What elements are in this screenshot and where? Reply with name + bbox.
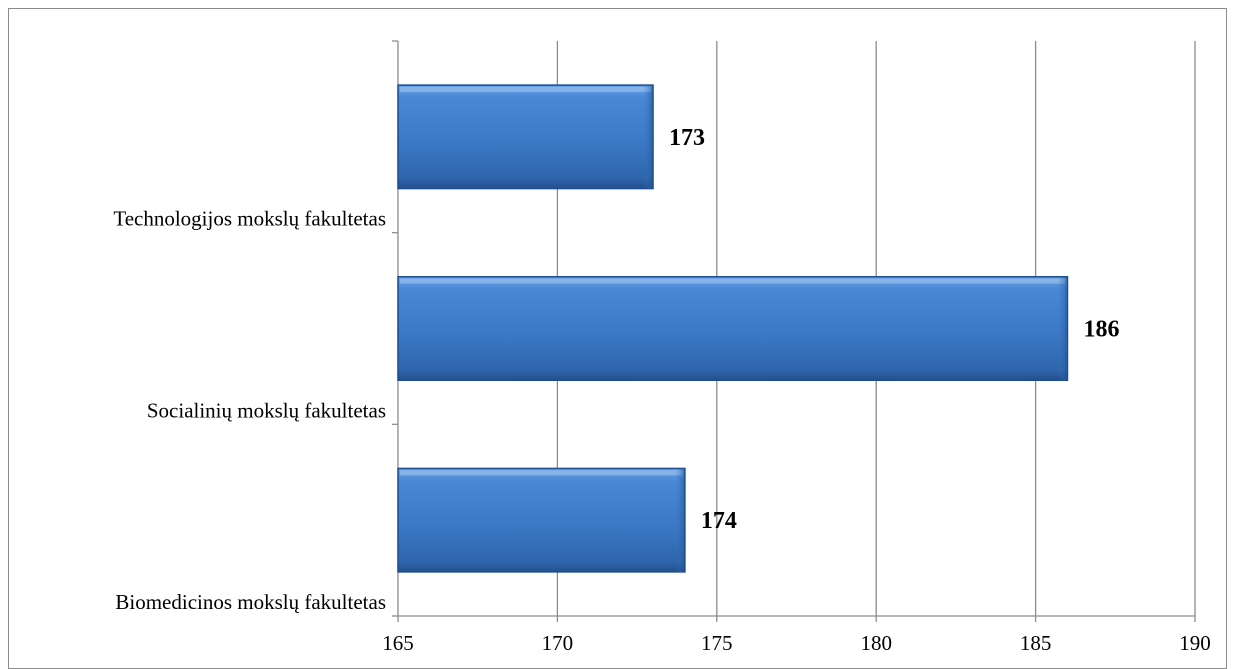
category-label: Socialinių mokslų fakultetas [147,398,386,422]
x-tick-label: 170 [542,631,574,655]
data-label: 173 [669,125,705,151]
bar-rect [397,467,686,573]
bar-edge-shade [643,85,654,189]
bar-rect [397,84,654,190]
x-tick-label: 175 [701,631,733,655]
bar-edge-shade [1057,276,1068,381]
x-tick-label: 165 [382,631,414,655]
x-tick-label: 180 [860,631,892,655]
bar-highlight [400,87,652,93]
bar-highlight [400,470,683,476]
data-label: 186 [1083,317,1119,343]
bar-rect [397,276,1069,381]
bar [397,84,654,190]
bar [397,467,686,573]
bar-highlight [400,278,1066,284]
category-label: Biomedicinos mokslų fakultetas [115,590,386,614]
x-tick-label: 190 [1179,631,1211,655]
x-tick-label: 185 [1020,631,1052,655]
category-label: Technologijos mokslų fakultetas [113,207,386,231]
bar-edge-shade [674,468,685,572]
data-label: 174 [701,508,737,534]
bar [397,276,1069,381]
